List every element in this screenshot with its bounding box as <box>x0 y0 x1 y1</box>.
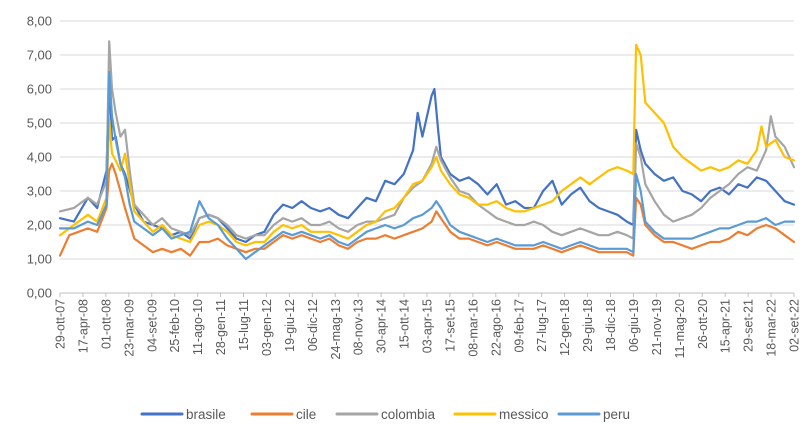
x-tick-label: 27-lug-17 <box>535 299 549 352</box>
x-tick-label: 01-ott-08 <box>99 299 113 349</box>
series-line-colombia <box>58 40 796 240</box>
legend-item-colombia: colombia <box>335 407 436 422</box>
x-tick-label: 29-set-21 <box>742 299 756 352</box>
y-tick-label: 4,00 <box>27 150 52 165</box>
y-tick-label: 2,00 <box>27 218 52 233</box>
x-tick-label: 03-gen-12 <box>260 299 274 356</box>
x-tick-label: 26-ott-20 <box>696 299 710 349</box>
x-tick-label: 06-dic-12 <box>306 299 320 351</box>
x-tick-label: 08-mar-16 <box>466 299 480 357</box>
x-tick-label: 09-feb-17 <box>512 299 526 353</box>
y-axis: 0,00 1,00 2,00 3,00 4,00 5,00 6,00 7,00 8,00 <box>27 14 52 301</box>
series-line-brasile <box>58 77 796 244</box>
x-tick-label: 29-ott-07 <box>54 299 68 349</box>
series-line-messico <box>58 43 796 247</box>
legend-item-cile: cile <box>250 407 316 422</box>
x-tick-label: 24-mag-13 <box>329 299 343 359</box>
x-tick-label: 15-ott-14 <box>398 299 412 349</box>
legend: brasile cile colombia messico peru <box>140 407 630 422</box>
x-tick-label: 11-ago-10 <box>191 299 205 355</box>
y-tick-label: 5,00 <box>27 116 52 131</box>
y-tick-label: 8,00 <box>27 14 52 29</box>
x-tick-label: 17-set-15 <box>443 299 457 352</box>
x-axis: 29-ott-07 17-apr-08 01-ott-08 23-mar-09 04-s… <box>54 293 802 359</box>
legend-label: colombia <box>381 407 436 422</box>
x-tick-label: 21-nov-19 <box>650 299 664 355</box>
series-line-cile <box>58 162 796 257</box>
x-tick-label: 30-apr-14 <box>375 299 389 353</box>
x-tick-label: 02-set-22 <box>788 299 802 352</box>
x-tick-label: 17-apr-08 <box>76 299 90 353</box>
x-tick-label: 15-apr-21 <box>719 299 733 353</box>
x-tick-label: 03-apr-15 <box>421 299 435 353</box>
y-tick-label: 1,00 <box>27 252 52 267</box>
y-tick-label: 7,00 <box>27 48 52 63</box>
legend-item-peru: peru <box>557 407 630 422</box>
legend-label: peru <box>603 407 630 422</box>
y-tick-label: 0,00 <box>27 286 52 301</box>
x-tick-label: 23-mar-09 <box>122 299 136 357</box>
x-tick-label: 12-gen-18 <box>558 299 572 356</box>
legend-item-brasile: brasile <box>140 407 226 422</box>
legend-label: cile <box>296 407 316 422</box>
x-tick-label: 06-giu-19 <box>627 299 641 352</box>
legend-item-messico: messico <box>453 407 549 422</box>
x-tick-label: 18-dic-18 <box>604 299 618 351</box>
legend-label: brasile <box>186 407 226 422</box>
series-lines <box>58 40 796 261</box>
y-tick-label: 6,00 <box>27 82 52 97</box>
x-tick-label: 15-lug-11 <box>237 299 251 351</box>
legend-label: messico <box>499 407 549 422</box>
x-tick-label: 25-feb-10 <box>168 299 182 353</box>
series-line-peru <box>58 70 796 261</box>
x-tick-label: 04-set-09 <box>145 299 159 352</box>
x-tick-label: 08-nov-13 <box>352 299 366 355</box>
x-tick-label: 11-mag-20 <box>673 299 687 359</box>
y-tick-label: 3,00 <box>27 184 52 199</box>
x-tick-label: 29-giu-18 <box>581 299 595 352</box>
x-tick-label: 22-ago-16 <box>489 299 503 356</box>
x-tick-label: 18-mar-22 <box>765 299 779 357</box>
x-tick-label: 19-giu-12 <box>283 299 297 352</box>
x-tick-label: 28-gen-11 <box>214 299 228 355</box>
gridlines <box>60 20 794 294</box>
